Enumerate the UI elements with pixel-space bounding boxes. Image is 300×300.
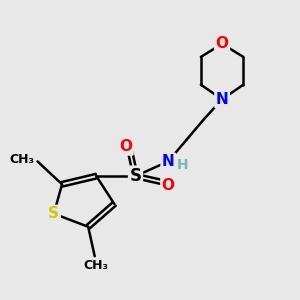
Text: N: N — [162, 154, 175, 169]
Text: S: S — [48, 206, 59, 221]
Text: O: O — [162, 178, 175, 194]
Text: S: S — [130, 167, 142, 185]
Text: O: O — [216, 36, 229, 51]
Text: CH₃: CH₃ — [84, 260, 109, 272]
Text: H: H — [177, 158, 189, 172]
Text: O: O — [119, 139, 132, 154]
Text: N: N — [216, 92, 229, 107]
Text: CH₃: CH₃ — [9, 153, 34, 166]
